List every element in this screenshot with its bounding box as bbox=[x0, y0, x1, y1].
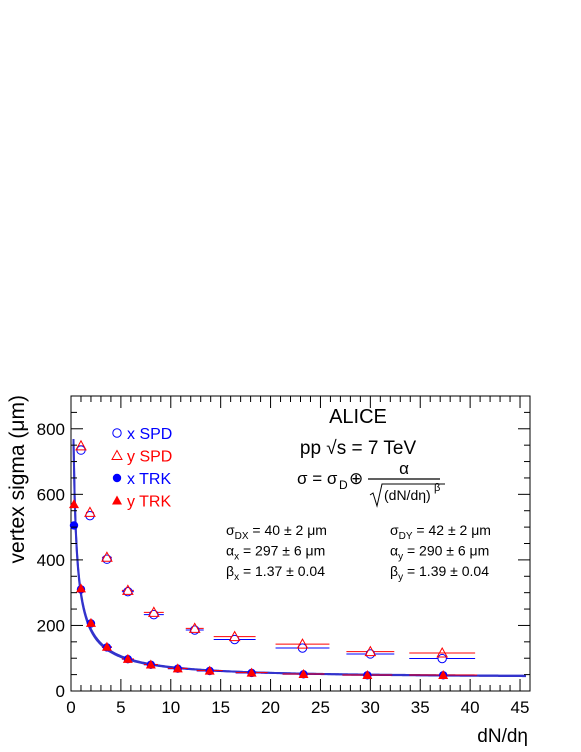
marker-filled-triangle bbox=[75, 583, 86, 593]
marker-filled-triangle bbox=[122, 653, 133, 663]
marker-open-triangle bbox=[122, 584, 134, 595]
experiment-label: ALICE bbox=[329, 406, 387, 428]
marker-open-triangle bbox=[84, 506, 96, 517]
energy-label-prefix: pp bbox=[300, 438, 326, 459]
y-tick-label: 200 bbox=[37, 616, 65, 635]
formula-sub: D bbox=[339, 478, 348, 492]
energy-label: pp √s = 7 TeV bbox=[300, 438, 417, 459]
fit-parameter: σDX = 40 ± 2 μm bbox=[226, 522, 327, 542]
marker-filled-triangle bbox=[172, 663, 183, 673]
x-axis-label: dN/dη bbox=[477, 726, 528, 747]
formula-oplus: ⊕ bbox=[349, 469, 363, 488]
marker-open-triangle bbox=[296, 638, 309, 649]
marker-open-triangle bbox=[111, 449, 123, 460]
y-tick-label: 800 bbox=[37, 420, 65, 439]
x-tick-label: 45 bbox=[511, 698, 530, 717]
y-axis-label: vertex sigma (μm) bbox=[6, 395, 29, 563]
x-tick-label: 25 bbox=[311, 698, 330, 717]
marker-open-circle bbox=[112, 428, 122, 438]
legend-label: y TRK bbox=[127, 494, 171, 511]
x-tick-label: 20 bbox=[261, 698, 280, 717]
marker-filled-circle bbox=[69, 521, 79, 530]
energy-label-value: √s = 7 TeV bbox=[326, 438, 416, 459]
y-tick-label: 400 bbox=[37, 551, 65, 570]
fit-parameter: σDY = 42 ± 2 μm bbox=[390, 522, 491, 542]
marker-open-triangle bbox=[188, 622, 201, 633]
x-tick-label: 30 bbox=[361, 698, 380, 717]
marker-filled-circle bbox=[112, 473, 122, 483]
fit-parameter: αy = 290 ± 6 μm bbox=[390, 543, 489, 563]
y-tick-label: 0 bbox=[56, 682, 65, 701]
marker-filled-triangle bbox=[112, 495, 122, 505]
sqrt-sign bbox=[369, 483, 445, 508]
legend: x SPD y SPD x TRK y TRK bbox=[111, 426, 172, 511]
fit-parameter: αx = 297 ± 6 μm bbox=[226, 543, 325, 563]
marker-open-circle bbox=[190, 625, 200, 635]
marker-open-circle bbox=[437, 653, 447, 664]
marker-open-triangle bbox=[364, 645, 377, 657]
marker-filled-triangle bbox=[362, 669, 373, 679]
formula-exponent: β bbox=[434, 482, 440, 494]
fit-parameter: βy = 1.39 ± 0.04 bbox=[390, 563, 489, 583]
data-markers bbox=[68, 439, 449, 680]
marker-filled-triangle bbox=[68, 499, 79, 509]
tick-labels: 0 5 10 15 20 25 30 35 40 45 0 200 400 600 800 bbox=[37, 420, 530, 717]
marker-open-circle bbox=[102, 554, 112, 564]
fit-parameter: βx = 1.37 ± 0.04 bbox=[226, 563, 325, 583]
fit-formula: σ = σ D ⊕ α (dN/dη) β bbox=[297, 459, 445, 508]
y-tick-label: 600 bbox=[37, 485, 65, 504]
x-tick-label: 35 bbox=[411, 698, 430, 717]
marker-open-triangle bbox=[75, 439, 87, 451]
formula-lhs: σ = σ bbox=[297, 469, 338, 488]
x-tick-label: 10 bbox=[161, 698, 180, 717]
marker-filled-triangle bbox=[145, 659, 156, 669]
marker-open-triangle bbox=[228, 630, 241, 642]
marker-open-triangle bbox=[436, 646, 449, 658]
marker-filled-triangle bbox=[438, 669, 449, 679]
formula-denominator: (dN/dη) bbox=[384, 487, 431, 503]
marker-open-triangle bbox=[147, 606, 160, 617]
x-tick-label: 40 bbox=[461, 698, 480, 717]
legend-label: x SPD bbox=[127, 426, 172, 443]
marker-open-triangle bbox=[101, 551, 113, 562]
x-tick-label: 0 bbox=[66, 698, 75, 717]
legend-label: y SPD bbox=[127, 449, 172, 466]
x-tick-label: 5 bbox=[116, 698, 125, 717]
legend-label: x TRK bbox=[127, 471, 171, 488]
x-tick-label: 15 bbox=[211, 698, 230, 717]
marker-filled-triangle bbox=[246, 667, 257, 677]
marker-filled-triangle bbox=[85, 617, 96, 627]
marker-filled-triangle bbox=[101, 641, 112, 651]
formula-numerator: α bbox=[399, 459, 409, 478]
axis-ticks bbox=[70, 395, 531, 692]
marker-filled-triangle bbox=[298, 668, 309, 678]
marker-filled-triangle bbox=[204, 665, 215, 675]
